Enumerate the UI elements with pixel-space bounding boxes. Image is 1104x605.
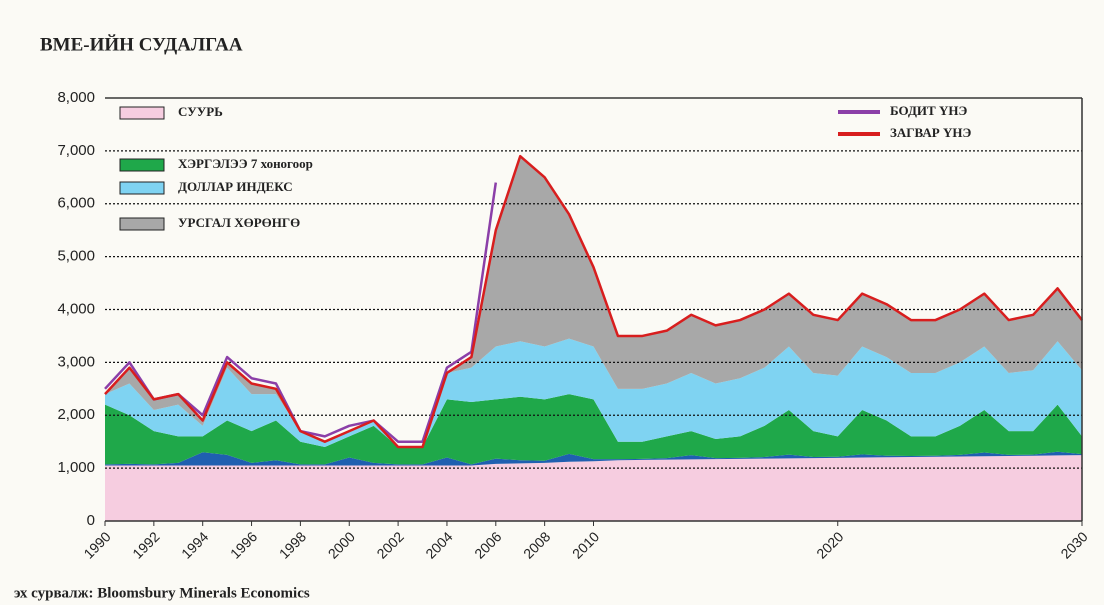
legend-swatch [119, 181, 165, 195]
y-tick-label: 1,000 [57, 459, 95, 476]
legend-label: СУУРЬ [178, 104, 223, 119]
y-tick-label: 0 [87, 512, 95, 529]
chart-title: ВМЕ-ИЙН СУДАЛГАА [40, 33, 243, 55]
line [104, 154, 1083, 449]
y-tick-label: 2,000 [57, 406, 95, 423]
y-tick-label: 6,000 [57, 195, 95, 212]
legend-swatch [119, 158, 165, 172]
area [105, 394, 1082, 465]
area [105, 156, 1082, 447]
legend-swatch [119, 106, 165, 120]
legend-label: БОДИТ ҮНЭ [890, 103, 967, 118]
legend-swatch [119, 217, 165, 231]
y-tick-label: 3,000 [57, 353, 95, 370]
plot: 0 1,000 2,000 3,000 4,000 5,000 6,000 7,000 8,00… [57, 89, 1090, 562]
y-tick-label: 8,000 [57, 89, 95, 106]
legend-label: ЗАГВАР ҮНЭ [890, 125, 971, 140]
area [105, 455, 1082, 521]
legend-label: УРСГАЛ ХӨРӨНГӨ [178, 215, 300, 230]
y-tick-label: 5,000 [57, 248, 95, 265]
y-tick-label: 4,000 [57, 300, 95, 317]
y-tick-label: 7,000 [57, 142, 95, 159]
legend-label: ДОЛЛАР ИНДЕКС [178, 179, 293, 194]
area [105, 451, 1082, 466]
area [105, 338, 1082, 447]
source: эх сурвалж: Bloomsbury Minerals Economic… [14, 585, 310, 601]
legend-label: ХЭРГЭЛЭЭ 7 хоногоор [178, 156, 313, 171]
